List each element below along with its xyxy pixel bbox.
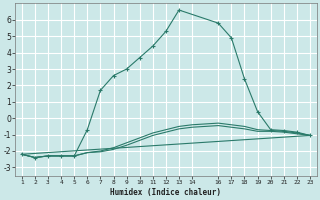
- X-axis label: Humidex (Indice chaleur): Humidex (Indice chaleur): [110, 188, 221, 197]
